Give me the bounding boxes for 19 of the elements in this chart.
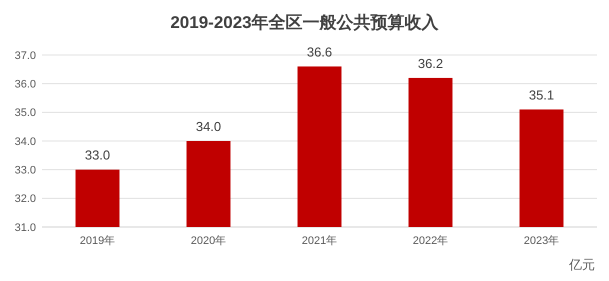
- x-tick-label: 2023年: [524, 235, 560, 247]
- y-tick-label: 33.0: [14, 164, 36, 177]
- text: 亿元: [568, 257, 595, 272]
- data-label: 36.6: [306, 44, 332, 60]
- x-tick-label: 2022年: [412, 235, 448, 247]
- chart-title: 2019-2023年全区一般公共预算收入: [170, 13, 440, 32]
- y-tick-label: 36.0: [14, 78, 36, 91]
- data-label: 34.0: [196, 119, 222, 134]
- x-tick-label: 2020年: [190, 235, 226, 247]
- data-label: 33.0: [84, 148, 110, 163]
- y-tick-label: 32.0: [14, 193, 36, 206]
- y-tick-label: 31.0: [14, 222, 36, 234]
- x-tick-label: 2021年: [302, 235, 338, 247]
- y-tick-label: 34.0: [14, 136, 36, 148]
- x-tick-label: 2019年: [80, 235, 116, 247]
- y-tick-label: 37.0: [14, 50, 36, 62]
- data-label: 35.1: [528, 87, 554, 102]
- y-tick-label: 35.0: [14, 107, 36, 120]
- data-label: 36.2: [418, 56, 444, 71]
